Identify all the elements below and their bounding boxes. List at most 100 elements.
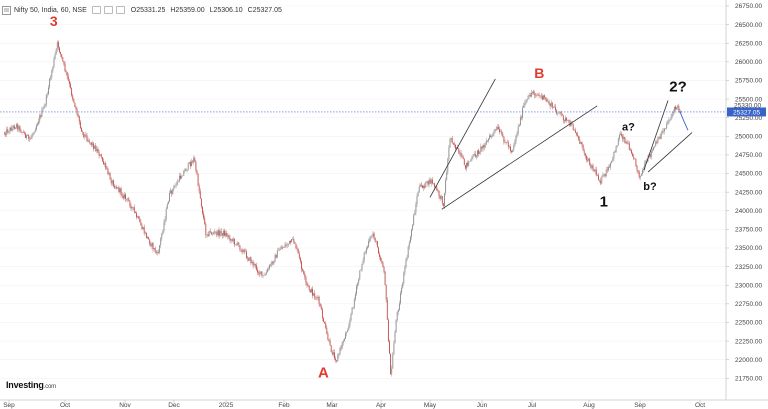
candle-body: [321, 309, 323, 319]
candle-body: [405, 259, 407, 268]
candle-body: [543, 95, 544, 100]
candle-body: [128, 198, 130, 202]
candle-body: [659, 136, 661, 139]
candle-body: [570, 123, 572, 126]
candle-body: [151, 242, 153, 247]
candle-body: [504, 141, 506, 143]
header-controls[interactable]: [91, 6, 125, 14]
candle-body: [467, 162, 469, 166]
candle-body: [186, 169, 188, 171]
candle-body: [217, 230, 219, 236]
candle-body: [654, 146, 656, 148]
candle-body: [116, 187, 118, 189]
candle-body: [247, 257, 249, 259]
chart-type-icon[interactable]: [2, 5, 11, 15]
candle-body: [21, 132, 23, 133]
candle-body: [318, 296, 320, 304]
candle-body: [431, 179, 433, 184]
candle-body: [468, 161, 470, 166]
candle-body: [477, 150, 478, 156]
candle-body: [562, 115, 564, 121]
projection-path: [679, 111, 689, 131]
candle-body: [672, 111, 674, 114]
candle-body: [525, 101, 527, 104]
candle-body: [556, 110, 558, 114]
candle-body: [332, 352, 334, 355]
candle-body: [101, 157, 103, 162]
candle-body: [628, 143, 630, 151]
candle-body: [78, 116, 80, 122]
candle-body: [383, 267, 385, 272]
y-tick-label: 23750.00: [735, 227, 762, 234]
control-icon[interactable]: [103, 6, 113, 14]
candle-body: [485, 140, 487, 145]
candle-body: [653, 147, 654, 151]
candle-body: [286, 245, 288, 246]
candle-body: [64, 63, 66, 72]
candle-body: [169, 193, 170, 202]
candle-body: [352, 307, 354, 308]
candle-body: [325, 323, 327, 328]
candle-body: [266, 269, 268, 273]
candle-body: [198, 185, 200, 192]
candle-body: [529, 95, 531, 97]
symbol-label: Nifty 50, India, 60, NSE: [14, 6, 87, 14]
candle-body: [309, 289, 311, 293]
control-icon[interactable]: [115, 6, 125, 14]
candle-body: [538, 94, 540, 97]
candle-body: [308, 285, 310, 290]
y-tick-label: 26000.00: [735, 59, 762, 66]
candle-body: [379, 253, 381, 257]
candle-body: [246, 251, 247, 258]
candle-body: [280, 248, 282, 250]
candle-body: [276, 250, 278, 258]
candle-body: [79, 121, 81, 128]
candle-body: [127, 198, 129, 200]
candle-body: [478, 150, 480, 154]
trend-line: [429, 78, 496, 198]
candle-body: [629, 150, 631, 151]
candle-body: [668, 120, 670, 122]
candle-body: [263, 275, 265, 276]
candle-body: [373, 233, 375, 239]
candle-body: [159, 245, 161, 253]
candle-body: [512, 149, 514, 153]
candle-body: [242, 249, 244, 253]
candle-body: [240, 249, 242, 251]
candle-body: [596, 175, 598, 176]
candle-body: [268, 268, 269, 270]
x-tick-label: Nov: [119, 402, 131, 409]
candle-body: [131, 207, 133, 209]
candle-body: [636, 165, 638, 171]
candle-body: [560, 112, 562, 114]
candle-body: [110, 179, 112, 184]
candle-body: [338, 353, 340, 356]
candle-body: [471, 156, 473, 160]
candle-body: [605, 169, 607, 176]
candle-body: [132, 207, 134, 208]
candle-body: [611, 160, 613, 164]
candle-body: [269, 264, 271, 269]
candle-body: [167, 201, 169, 205]
candle-body: [180, 175, 181, 179]
candle-body: [349, 320, 351, 327]
candle-body: [35, 125, 37, 130]
candle-body: [510, 146, 511, 151]
candle-body: [59, 47, 60, 53]
candle-body: [313, 293, 315, 296]
candle-body: [11, 127, 13, 131]
candle-body: [56, 42, 58, 49]
candle-body: [336, 360, 338, 362]
candle-body: [241, 250, 243, 253]
candle-body: [144, 232, 146, 234]
control-icon[interactable]: [91, 6, 101, 14]
candle-body: [320, 306, 322, 310]
candle-body: [523, 105, 525, 108]
candle-body: [503, 136, 505, 143]
candle-body: [31, 134, 33, 138]
candle-body: [176, 181, 178, 186]
candle-body: [315, 297, 317, 298]
candle-body: [273, 261, 275, 264]
candle-body: [539, 95, 541, 97]
